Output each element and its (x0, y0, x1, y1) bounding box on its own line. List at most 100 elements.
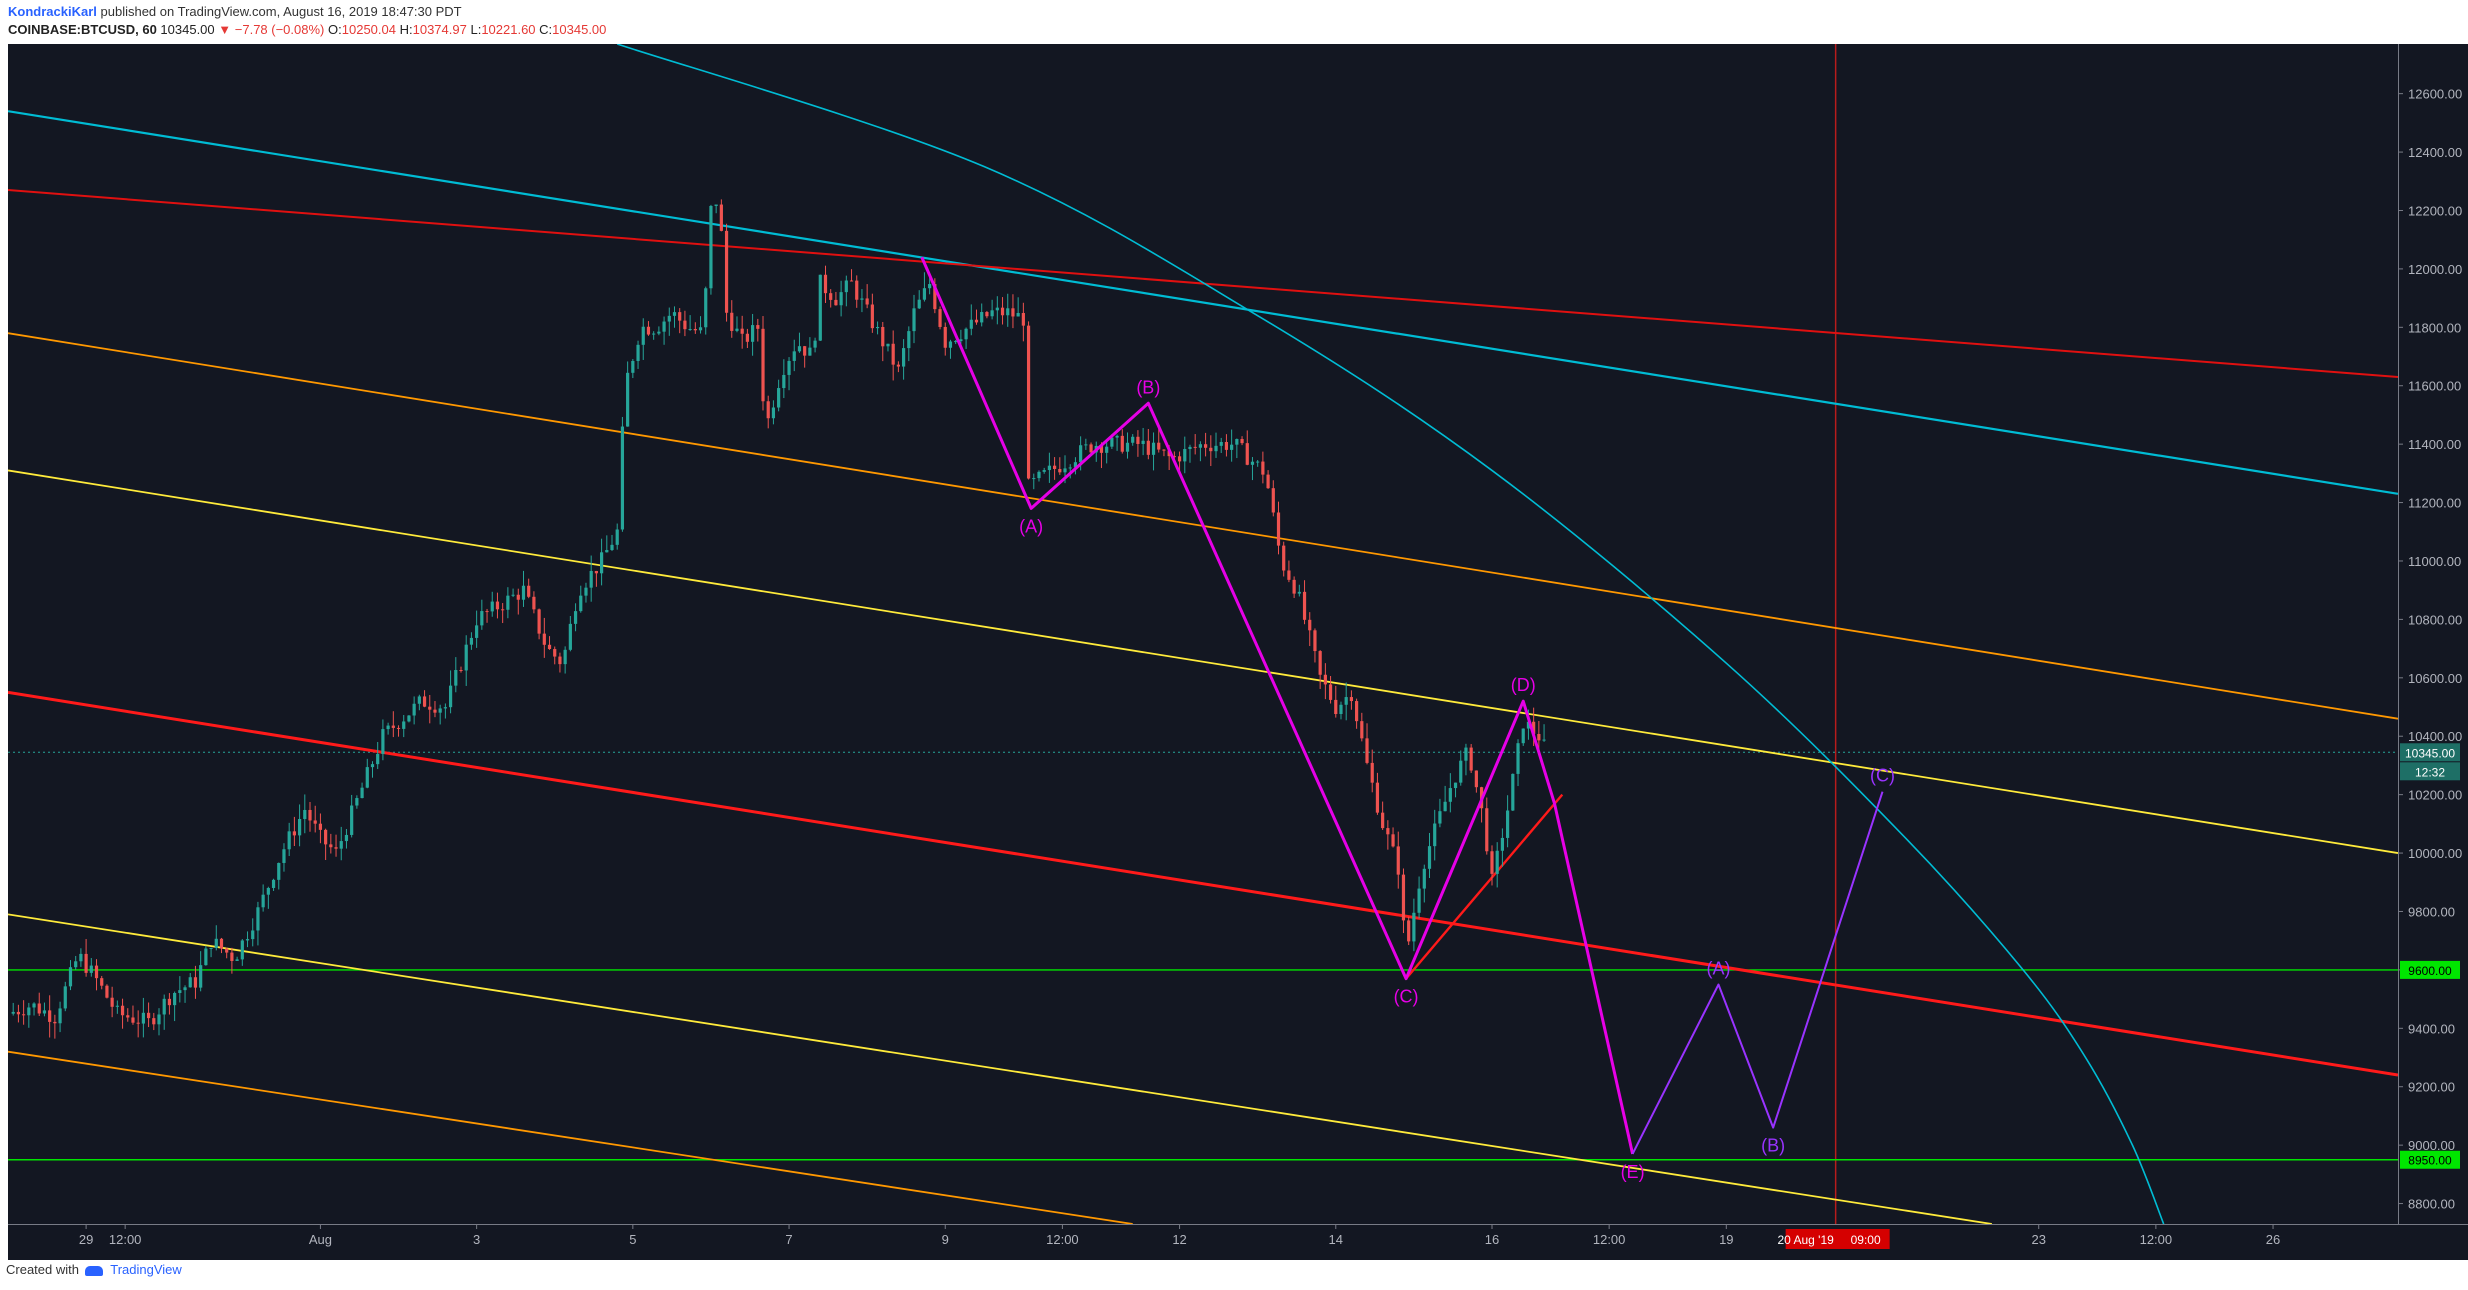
candle (1099, 445, 1104, 453)
candle (516, 594, 520, 600)
candle (1125, 442, 1130, 452)
candle (136, 1022, 140, 1024)
price-tick-label: 11600.00 (2408, 379, 2461, 394)
candle (84, 953, 88, 973)
candle (1386, 828, 1390, 835)
close-value: 10345.00 (552, 22, 607, 37)
trend-line (8, 1050, 1133, 1224)
candle (1276, 512, 1281, 546)
price-chart[interactable]: (A) (B) (C) (D) (E) (A) (B) (C) 8800.00 9000.00 9… (8, 44, 2468, 1260)
candle (396, 727, 401, 729)
candle (626, 372, 630, 427)
candle (1136, 436, 1140, 444)
price-tick-label: 12400.00 (2408, 145, 2462, 160)
candle (1464, 747, 1468, 761)
candle (1042, 470, 1046, 472)
candle (803, 346, 807, 356)
candle (350, 805, 354, 835)
candle (1000, 307, 1005, 316)
time-tick-label: 12:00 (2140, 1232, 2173, 1247)
candle (459, 669, 463, 671)
candle (943, 326, 947, 348)
price-axis-area[interactable] (2398, 44, 2468, 1224)
candle (1032, 478, 1036, 480)
candle (532, 596, 536, 610)
candle (277, 862, 281, 880)
candle (1198, 444, 1202, 448)
author-link[interactable]: KondrackiKarl (8, 4, 97, 19)
candle (1271, 488, 1275, 513)
candle (730, 312, 734, 331)
candle (1141, 440, 1145, 444)
candle (750, 325, 755, 342)
candle (339, 841, 343, 849)
candle (22, 1014, 26, 1016)
candle (1037, 471, 1041, 479)
candle (1407, 920, 1411, 942)
price-tick-label: 9400.00 (2408, 1021, 2455, 1036)
candle (1245, 443, 1249, 465)
candle (245, 939, 250, 941)
high-value: 10374.97 (412, 22, 467, 37)
tradingview-brand-link[interactable]: TradingView (110, 1262, 182, 1277)
candle (1381, 812, 1385, 829)
candle (1240, 439, 1244, 444)
candle (678, 312, 682, 321)
candle (1016, 313, 1020, 317)
candle (1474, 770, 1478, 788)
time-tick-label: 12:00 (1593, 1232, 1626, 1247)
publish-info: KondrackiKarl published on TradingView.c… (8, 4, 462, 19)
candle (667, 315, 671, 322)
candle (1089, 444, 1093, 453)
candle (1282, 545, 1286, 571)
candle (657, 331, 661, 334)
trend-line (8, 690, 2398, 1077)
candle (74, 961, 78, 968)
candle (266, 887, 270, 895)
price-tick-label: 10400.00 (2408, 729, 2462, 744)
candle (698, 327, 703, 331)
candle (381, 729, 385, 754)
arc-curve (616, 44, 2165, 1224)
candle (94, 965, 99, 979)
candle (365, 767, 369, 788)
time-axis-area[interactable] (8, 1224, 2468, 1260)
wave-label: (A) (1019, 516, 1043, 536)
candle (1204, 444, 1208, 448)
candle (1344, 697, 1348, 705)
trend-line (8, 110, 2398, 495)
created-with-text: Created with (6, 1262, 79, 1277)
candle (376, 753, 380, 765)
candle (777, 388, 781, 408)
candle (105, 985, 109, 998)
time-tick-label: 16 (1485, 1232, 1499, 1247)
candle (27, 1007, 31, 1016)
candle (1084, 444, 1088, 446)
candle (1157, 442, 1161, 450)
candle (63, 986, 67, 1009)
plot-area[interactable] (8, 44, 2398, 1224)
wave-path-primary (920, 256, 1635, 1155)
candle (261, 894, 265, 908)
candle (542, 633, 546, 645)
candle (141, 1012, 145, 1024)
candle (1021, 313, 1025, 326)
candle (1058, 468, 1062, 473)
candle (886, 343, 890, 347)
candle (1068, 467, 1072, 469)
candle (1261, 461, 1265, 475)
candle (985, 312, 989, 317)
candle (167, 998, 172, 1006)
time-tick-label: 3 (473, 1232, 480, 1247)
candle (412, 703, 416, 716)
candle (537, 609, 541, 634)
candle (204, 948, 208, 966)
candle (922, 288, 927, 300)
candle (214, 938, 218, 949)
candle (599, 552, 604, 574)
candle (907, 331, 911, 349)
candle (329, 844, 333, 848)
low-value: 10221.60 (481, 22, 536, 37)
candle (969, 319, 973, 329)
candle (225, 948, 229, 953)
